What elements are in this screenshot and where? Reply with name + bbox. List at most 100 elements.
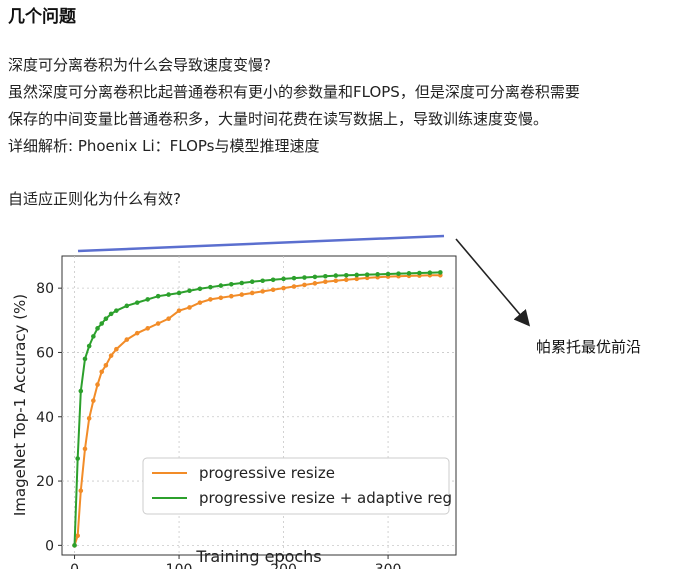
pareto-frontier-line <box>77 234 445 253</box>
series-2-point <box>406 271 412 276</box>
series-1-point <box>114 346 119 352</box>
accuracy-chart: 0 100 200 300 0 20 40 60 80 Training epochs Imag… <box>11 234 531 569</box>
series-1-point <box>103 363 109 368</box>
series-1-point <box>95 382 100 387</box>
series-2-point <box>108 311 114 317</box>
series-1-point <box>155 321 161 326</box>
series-2-point <box>82 356 88 362</box>
paragraph-detail-link[interactable]: 详细解析: Phoenix Li：FLOPs与模型推理速度 <box>8 137 320 155</box>
x-tick-label: 300 <box>375 562 402 569</box>
series-2-point <box>417 270 422 276</box>
series-2-point <box>99 321 105 326</box>
x-tick-label: 200 <box>270 562 297 569</box>
series-2-point <box>438 270 443 275</box>
legend-label-2: progressive resize + adaptive reg <box>199 489 452 507</box>
series-1-point <box>354 276 360 282</box>
series-2-point <box>218 283 224 288</box>
series-2-point <box>249 279 255 285</box>
pareto-annotation-label: 帕累托最优前沿 <box>536 338 642 356</box>
series-1-point <box>134 330 140 336</box>
series-2-point <box>197 286 203 292</box>
series-1-point <box>312 281 318 286</box>
series-1-point <box>270 287 276 293</box>
series-2-point <box>134 300 140 305</box>
series-2-point <box>86 343 92 349</box>
y-tick-label: 60 <box>36 345 54 361</box>
series-2-point <box>124 303 130 309</box>
series-1-point <box>91 398 96 403</box>
series-2-point <box>281 276 286 282</box>
series-2-point <box>166 292 171 297</box>
series-2-point <box>95 326 100 331</box>
y-tick-label: 0 <box>45 538 54 554</box>
paragraph-answer-line-1: 虽然深度可分离卷积比起普通卷积有更小的参数量和FLOPS，但是深度可分离卷积需要 <box>8 83 580 101</box>
series-1-point <box>124 337 130 342</box>
series-1-point <box>343 277 349 283</box>
series-1-point <box>187 305 192 310</box>
series-2-point <box>155 293 161 299</box>
series-1-point <box>78 488 84 493</box>
series-1-point <box>302 282 307 288</box>
series-2-point <box>270 277 276 283</box>
series-2-point <box>145 297 150 302</box>
series-1-point <box>108 353 114 358</box>
series-1-point <box>86 416 92 421</box>
series-1-point <box>197 300 203 305</box>
series-2-point <box>187 288 192 294</box>
annotation-arrow <box>455 238 531 327</box>
series-2-point <box>176 290 182 296</box>
series-2-point <box>260 278 265 284</box>
series-2-point <box>72 543 77 548</box>
series-1-point <box>364 275 370 281</box>
series-1-point <box>75 533 80 539</box>
series-1-point <box>145 326 150 331</box>
plot-frame <box>61 255 457 556</box>
series-2-point <box>343 272 349 278</box>
series-1-point <box>239 292 245 297</box>
series-2-point <box>239 280 245 286</box>
series-1-point <box>82 446 88 452</box>
paragraph-answer-line-2: 保存的中间变量比普通卷积多，大量时间花费在读写数据上，导致训练速度变慢。 <box>8 110 549 128</box>
series-2-point <box>302 275 307 280</box>
series-2-point <box>427 270 433 276</box>
paragraph-question-2: 自适应正则化为什么有效? <box>8 190 181 208</box>
y-tick-label: 20 <box>36 474 54 490</box>
series-1-point <box>249 290 255 296</box>
series-1-point <box>333 278 339 284</box>
series-1-point <box>218 295 224 301</box>
series-2-point <box>354 272 360 278</box>
series-1-point <box>291 284 297 289</box>
paragraph-question-1: 深度可分离卷积为什么会导致速度变慢? <box>8 56 271 74</box>
x-axis-label: Training epochs <box>195 547 321 566</box>
y-tick-label: 80 <box>36 281 54 297</box>
series-2-point <box>103 316 109 321</box>
series-1-point <box>229 293 234 299</box>
x-tick-label: 0 <box>70 562 79 569</box>
legend-label-1: progressive resize <box>199 464 335 482</box>
y-tick-label: 40 <box>36 410 54 426</box>
y-axis-label: ImageNet Top-1 Accuracy (%) <box>11 294 29 516</box>
series-2-point <box>333 273 339 278</box>
series-2-point <box>291 275 297 281</box>
series-2-point <box>323 273 328 279</box>
series-2-point <box>364 272 370 277</box>
series-2-point <box>114 308 119 313</box>
plot-area: 0 100 200 300 0 20 40 60 80 Training epochs Imag… <box>11 255 457 569</box>
series-1-point <box>260 289 265 294</box>
series-1-point <box>208 297 213 302</box>
series-1-point <box>99 369 105 375</box>
series-1-point <box>323 279 328 285</box>
series-2-point <box>375 272 380 277</box>
section-heading: 几个问题 <box>8 7 76 27</box>
series-2-point <box>312 274 318 280</box>
series-2-point <box>229 281 234 287</box>
series-2-point <box>385 271 391 277</box>
series-2-point <box>78 388 84 394</box>
series-1-point <box>281 285 286 291</box>
series-2-point <box>396 271 401 276</box>
series-1-point <box>166 316 171 321</box>
legend: progressive resize progressive resize + … <box>142 457 452 515</box>
series-2-point <box>208 284 213 290</box>
x-tick-label: 100 <box>166 562 193 569</box>
series-1-point <box>176 308 182 313</box>
